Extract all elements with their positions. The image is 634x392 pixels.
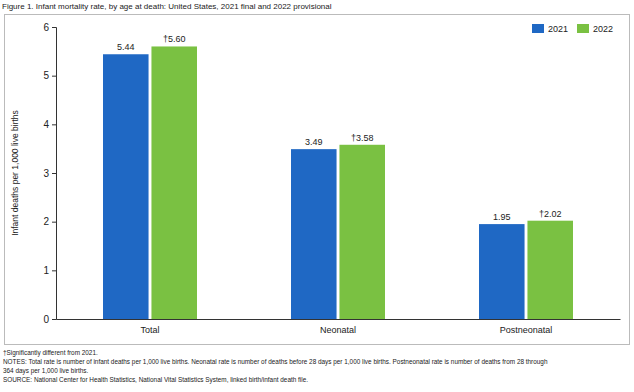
x-tick: Total (140, 319, 159, 335)
data-label: †5.60 (163, 34, 186, 44)
y-tick: 3 (43, 168, 56, 179)
y-tick: 6 (43, 22, 56, 33)
y-tick-label: 1 (43, 265, 49, 276)
legend: 2021 2022 (532, 24, 613, 34)
bar (103, 54, 149, 319)
footnote: 364 days per 1,000 live births. (3, 367, 88, 375)
x-tick-label: Neonatal (320, 325, 356, 335)
y-axis-title: Infant deaths per 1,000 live births (10, 110, 20, 236)
x-tick: Postneonatal (500, 319, 553, 335)
y-tick: 5 (43, 70, 56, 81)
bar (479, 224, 525, 319)
y-tick-mark (52, 173, 56, 174)
x-tick-label: Total (140, 325, 159, 335)
x-tick-label: Postneonatal (500, 325, 553, 335)
y-tick-mark (52, 124, 56, 125)
x-tick: Neonatal (320, 319, 356, 335)
bar (339, 145, 385, 319)
bar (527, 221, 573, 319)
data-label: †3.58 (351, 133, 374, 143)
footnote: SOURCE: National Center for Health Stati… (3, 376, 308, 384)
data-label: 5.44 (117, 42, 135, 52)
y-tick: 1 (43, 265, 56, 276)
y-tick-label: 4 (43, 119, 49, 130)
bar (151, 46, 197, 319)
chart: Figure 1. Infant mortality rate, by age … (0, 0, 634, 392)
data-label: 1.95 (493, 212, 511, 222)
legend-swatch (532, 24, 544, 33)
data-labels: 5.44 3.49 1.95 †5.60 †3.58 †2.02 (117, 34, 561, 222)
bars (103, 46, 573, 319)
y-tick-label: 5 (43, 70, 49, 81)
y-tick: 0 (43, 314, 56, 325)
legend-swatch (577, 24, 589, 33)
panel-frame (5, 15, 630, 345)
legend-label: 2021 (548, 24, 568, 34)
y-tick: 4 (43, 119, 56, 130)
y-tick-label: 3 (43, 168, 49, 179)
y-tick-mark (52, 222, 56, 223)
y-tick-mark (52, 76, 56, 77)
footnote: NOTES: Total rate is number of infant de… (3, 358, 548, 366)
data-label: 3.49 (305, 137, 323, 147)
title: Figure 1. Infant mortality rate, by age … (2, 2, 332, 11)
data-label: †2.02 (539, 209, 562, 219)
y-tick-label: 2 (43, 216, 49, 227)
y-tick-mark (52, 270, 56, 271)
y-axis-line (52, 28, 57, 320)
y-tick: 2 (43, 216, 56, 227)
bar (291, 149, 337, 319)
y-axis: 0 1 2 3 4 5 6 (43, 22, 56, 325)
y-tick-mark (52, 319, 56, 320)
y-tick-label: 6 (43, 22, 49, 33)
y-tick-mark (52, 27, 56, 28)
x-axis: Total Neonatal Postneonatal (57, 319, 621, 335)
x-axis-line (57, 319, 621, 320)
footnote: †Significantly different from 2021. (3, 349, 98, 357)
y-tick-label: 0 (43, 314, 49, 325)
legend-label: 2022 (593, 24, 613, 34)
